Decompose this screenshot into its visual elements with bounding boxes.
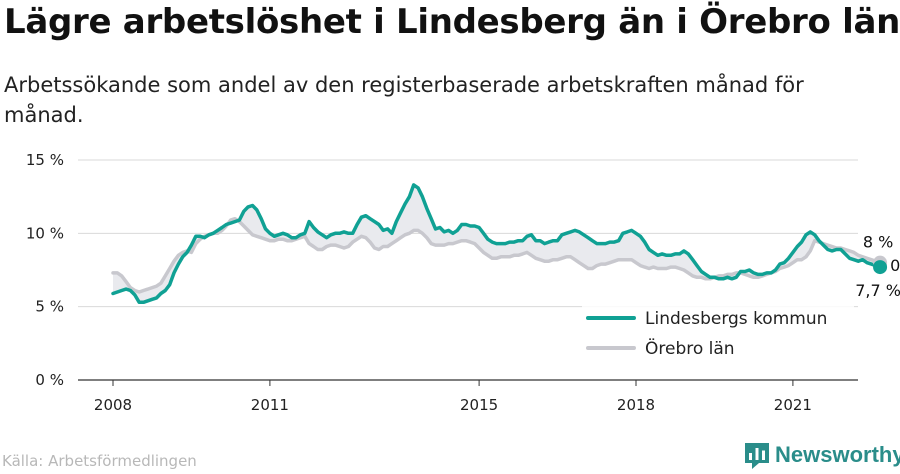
end-marker-lindesbergs-kommun (873, 260, 888, 275)
brand-logo[interactable]: Newsworthy (745, 441, 900, 469)
legend-label-lindesbergs-kommun: Lindesbergs kommun (645, 309, 827, 329)
x-tick-label: 2018 (617, 396, 655, 414)
brand-name: Newsworthy (775, 442, 900, 467)
y-axis: 0 % 5 % 10 % 15 % (26, 151, 64, 389)
legend-label-orebro-lan: Örebro län (645, 337, 735, 359)
newsworthy-logo-icon (745, 443, 769, 469)
difference-label: 0,3 % (890, 256, 900, 275)
y-tick-label: 10 % (26, 224, 64, 242)
x-tick-label: 2015 (460, 396, 498, 414)
source-note: Källa: Arbetsförmedlingen (2, 452, 197, 470)
end-label-orebro-lan: 8 % (863, 233, 893, 252)
legend: Lindesbergs kommun Örebro län (586, 309, 827, 359)
y-tick-label: 15 % (26, 151, 64, 169)
series-line-orebro-lan (111, 216, 882, 294)
end-label-lindesbergs-kommun: 7,7 % (855, 281, 900, 300)
x-tick-label: 2021 (774, 396, 812, 414)
y-tick-label: 0 % (35, 371, 64, 389)
series-line-lindesbergs-kommun (111, 183, 882, 305)
legend-background (582, 298, 854, 368)
chart-title: Lägre arbetslöshet i Lindesberg än i Öre… (4, 2, 900, 42)
x-tick-label: 2011 (251, 396, 289, 414)
y-tick-label: 5 % (35, 298, 64, 316)
x-tick-label: 2008 (94, 396, 132, 414)
chart-subtitle: Arbetssökande som andel av den registerb… (4, 73, 804, 127)
x-axis: 2008 2011 2015 2018 2021 (94, 380, 812, 414)
